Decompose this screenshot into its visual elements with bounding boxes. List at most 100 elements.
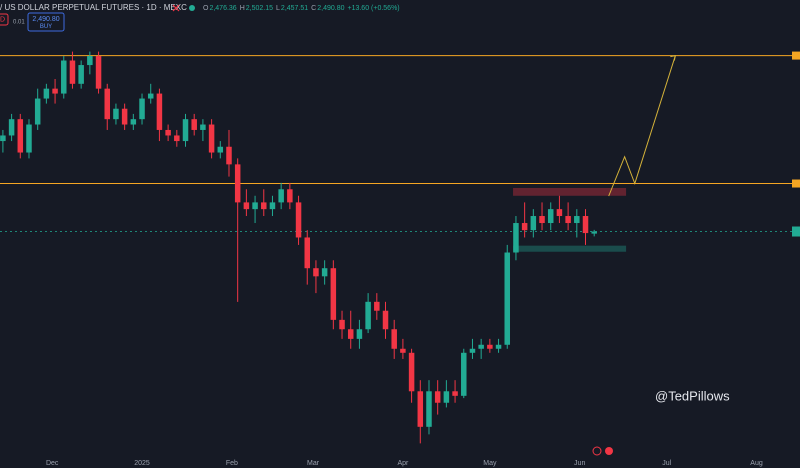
candle-body [426,391,432,427]
candle-body [356,329,363,339]
watermark: @TedPillows [655,388,730,403]
candle-body [504,252,510,345]
candle-body [434,391,441,403]
x-tick-label: Jul [662,460,671,467]
candle-body [478,344,484,349]
candle-body [130,119,137,125]
candle-body [269,202,276,210]
candle-body [243,202,250,210]
projection-path [608,55,676,197]
candle-body [313,268,319,277]
projection-arrowhead [670,54,676,61]
candle-body [382,310,389,330]
candle-body [513,223,519,253]
x-tick-label: Feb [226,460,238,467]
ohlc-value: 2,490.80 [317,5,344,12]
candle-body [104,88,110,120]
candle-body [287,189,293,203]
candle-body [174,135,180,142]
candle-body [304,237,310,269]
candle-body [95,56,102,89]
candle-body [8,119,15,136]
status-dot [189,5,195,11]
sell-button[interactable] [0,13,9,26]
candle-body [495,344,502,349]
candle-body [278,189,284,203]
candle-body [34,98,41,125]
candle-body [547,209,554,224]
candle-body [347,329,354,339]
candle-body [200,124,206,130]
candle-body [295,202,302,238]
zone [513,245,627,252]
ohlc-key: H [240,5,245,12]
candle-body [17,119,24,153]
candle-body [539,216,545,224]
candle-body [191,119,197,130]
x-tick-label: May [483,460,497,467]
candle-body [165,129,171,136]
candle-body [487,344,493,349]
candle-body [582,216,589,234]
candle-body [252,202,258,210]
candle-body [234,164,241,203]
candle-body [147,93,154,99]
candle-body [121,108,128,125]
candle-body [217,146,224,153]
flag-icon [172,4,180,12]
buy-label: BUY [40,24,52,30]
symbol-title: / US DOLLAR PERPETUAL FUTURES · 1D · MEX… [0,3,187,12]
candle-body [400,348,406,353]
buy-button[interactable] [27,12,65,32]
candle-body [113,108,119,120]
candle-body [521,223,528,231]
candle-body [52,88,58,94]
candle-body [261,202,267,210]
candle-body [469,348,476,353]
sell-label: D [0,16,5,23]
buy-price: 2,490.80 [32,16,59,23]
ohlc-legend: O 2,476.36 H 2,502.15 L 2,457.51 C 2,490.80 +13.… [203,5,400,12]
candle-body [182,119,189,142]
ohlc-value: 2,502.15 [246,5,273,12]
x-tick-label: Dec [46,460,59,467]
candle-body [226,146,232,165]
zone [513,187,627,196]
candle-body [78,65,84,84]
x-tick-label: Mar [307,460,320,467]
candle-body [530,216,537,231]
event-icon[interactable] [605,447,613,455]
candle-body [0,135,6,142]
x-tick-label: Jun [574,460,585,467]
candle-body [556,209,563,217]
candle-body [374,301,380,311]
candle-body [574,216,580,224]
ohlc-value: 2,457.51 [281,5,308,12]
ohlc-value: 2,476.36 [209,5,236,12]
candle-body [565,216,571,224]
candle-body [26,124,32,153]
candle-body [43,88,50,99]
candle-body [330,268,337,320]
candle-body [443,391,450,403]
candle-body [61,60,67,94]
candle-body [339,319,345,330]
candle-body [156,93,163,130]
x-tick-label: Apr [397,460,409,467]
candle-body [208,124,215,153]
event-icon[interactable] [592,446,602,456]
level-tag [792,51,800,60]
candle-body [591,231,597,234]
candle-body [417,391,424,427]
candle-body [87,56,93,66]
candle-body [321,268,328,277]
ohlc-key: C [311,5,316,12]
candle-body [461,352,467,396]
plot: Dec 2025 Feb Mar Apr May Jun Jul Aug [0,51,800,467]
ohlc-key: O [203,5,209,12]
candle-body [391,329,397,349]
candle-body [69,60,76,84]
